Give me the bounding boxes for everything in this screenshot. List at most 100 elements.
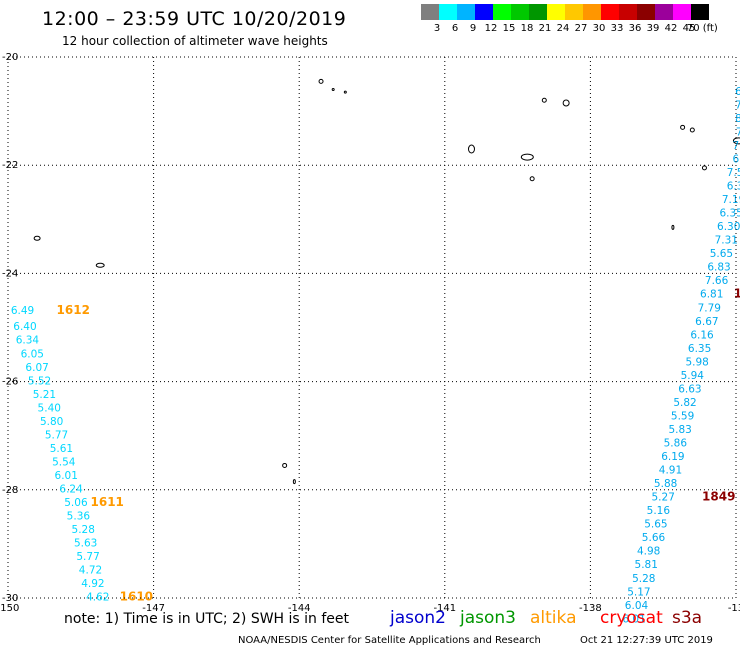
pass-time-label: 1.: [734, 287, 740, 301]
island-outline: [292, 479, 296, 485]
legend-label: 3: [433, 23, 441, 34]
legend-label: 9: [469, 23, 477, 34]
legend-label: 45: [682, 23, 696, 34]
satellite-label-jason2: jason2: [390, 608, 446, 628]
legend-label: 12: [484, 23, 498, 34]
wave-height-value: 5.65: [710, 248, 733, 260]
wave-height-value: 7: [735, 99, 740, 111]
wave-height-value: 5.27: [652, 492, 675, 504]
wave-height-value: 6.16: [690, 329, 714, 341]
lon-tick-label: -144: [288, 603, 311, 614]
legend-swatch: [655, 4, 673, 20]
wave-height-value: 5.77: [45, 429, 68, 441]
lat-tick-label: -30: [2, 593, 18, 604]
wave-height-value: 6.30: [717, 221, 740, 233]
lon-tick-label: -141: [433, 603, 456, 614]
legend-swatch: [619, 4, 637, 20]
wave-height-value: 6.07: [25, 362, 48, 374]
wave-height-value: 5.83: [668, 424, 691, 436]
wave-height-value: 5.94: [681, 370, 705, 382]
wave-height-value: 6.67: [695, 316, 718, 328]
island-outline: [529, 176, 535, 182]
wave-height-value: 5.28: [632, 573, 655, 585]
wave-height-value: 5.54: [52, 456, 76, 468]
wave-height-value: 6.35: [719, 208, 740, 220]
wave-height-value: 5.40: [38, 402, 61, 414]
legend-unit-label: 70 (ft): [686, 23, 718, 34]
pass-time-label: 1612: [57, 303, 90, 317]
wave-height-value: 7.79: [698, 302, 721, 314]
legend-swatch: [421, 4, 439, 20]
wave-height-value: 6.05: [21, 348, 44, 360]
pass-time-label: 1610: [120, 590, 153, 604]
island-outline: [680, 124, 686, 130]
wave-height-value: 5.16: [647, 505, 671, 517]
legend-label: 15: [502, 23, 516, 34]
satellite-label-jason3: jason3: [460, 608, 516, 628]
legend-swatch: [673, 4, 691, 20]
lat-tick-label: -26: [2, 377, 18, 388]
island-outline: [541, 97, 547, 103]
wave-height-value: 7.31: [715, 235, 738, 247]
legend-label: 42: [664, 23, 678, 34]
lat-tick-label: -22: [2, 160, 18, 171]
wave-height-value: 5.17: [627, 586, 650, 598]
legend-label: 36: [628, 23, 642, 34]
wave-height-value: 6.01: [622, 613, 645, 625]
wave-height-value: 4.72: [79, 565, 102, 577]
legend-label: 39: [646, 23, 660, 34]
pass-time-label: 1611: [91, 495, 124, 509]
wave-height-value: 6.63: [678, 383, 701, 395]
footer-note: note: 1) Time is in UTC; 2) SWH is in fe…: [64, 611, 350, 627]
legend-label: 18: [520, 23, 534, 34]
pass-time-label: 1849: [702, 490, 735, 504]
footer-credit: NOAA/NESDIS Center for Satellite Applica…: [238, 635, 541, 646]
wave-height-value: 5.59: [671, 410, 694, 422]
island-outline: [562, 99, 570, 107]
wave-height-value: 5.63: [74, 538, 97, 550]
satellite-label-s3a: s3a: [672, 608, 703, 628]
island-outline: [331, 87, 335, 91]
wave-height-value: 7.: [736, 126, 740, 138]
wave-height-value: 6.34: [16, 335, 40, 347]
island-outline: [282, 462, 288, 468]
legend-label: 33: [610, 23, 624, 34]
wave-height-value: 5.86: [664, 438, 688, 450]
wave-height-value: 6.24: [59, 484, 83, 496]
lon-tick-label: -147: [142, 603, 165, 614]
wave-height-value: 6.83: [707, 262, 730, 274]
legend-label: 24: [556, 23, 570, 34]
wave-height-value: 5.66: [642, 532, 666, 544]
wave-height-value: 5.52: [28, 375, 51, 387]
island-outline: [318, 78, 324, 84]
wave-height-value: 8: [735, 113, 740, 125]
legend-swatch: [637, 4, 655, 20]
wave-height-value: 7.66: [705, 275, 729, 287]
lon-tick-label: -138: [579, 603, 602, 614]
legend-swatch: [457, 4, 475, 20]
legend-swatch: [601, 4, 619, 20]
lat-tick-label: -24: [2, 268, 18, 279]
island-outline: [467, 144, 475, 154]
legend-swatch: [583, 4, 601, 20]
wave-height-value: 5.82: [673, 397, 696, 409]
wave-height-value: 6.04: [625, 600, 649, 612]
legend-swatch: [691, 4, 709, 20]
page-title: 12:00 – 23:59 UTC 10/20/2019: [42, 8, 347, 30]
wave-height-value: 4.92: [81, 578, 104, 590]
map-frame: [7, 56, 737, 599]
wave-height-value: 6.8: [733, 153, 740, 165]
legend-label: 30: [592, 23, 606, 34]
wave-height-value: 6: [735, 86, 740, 98]
wave-height-value: 4.91: [659, 465, 682, 477]
legend-label: 6: [451, 23, 459, 34]
wave-height-value: 5.28: [72, 524, 95, 536]
wave-height-value: 5.81: [635, 559, 658, 571]
island-outline: [520, 153, 534, 161]
island-outline: [33, 235, 41, 241]
lat-tick-label: -20: [2, 52, 18, 63]
lon-tick-label: -13: [728, 603, 740, 614]
wave-height-value: 6.49: [11, 305, 34, 317]
